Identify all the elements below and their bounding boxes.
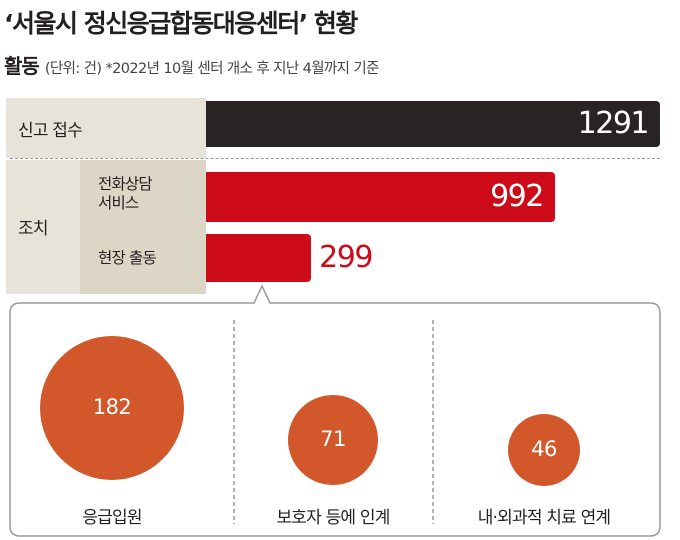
bubble-label-emergency-admission: 응급입원 bbox=[82, 508, 142, 528]
chart-subtitle: 활동 (단위: 건) *2022년 10월 센터 개소 후 지난 4월까지 기준 bbox=[4, 50, 380, 79]
label-action: 조치 bbox=[18, 219, 48, 239]
label-field: 현장 출동 bbox=[98, 249, 157, 267]
bubble-guardian-handover bbox=[288, 395, 378, 485]
bubble-label-guardian-handover: 보호자 등에 인계 bbox=[276, 508, 390, 528]
bubble-label-medical-linkage: 내·외과적 치료 연계 bbox=[477, 508, 611, 528]
bubble-value-medical-linkage: 46 bbox=[531, 437, 557, 461]
label-report: 신고 접수 bbox=[18, 121, 83, 141]
chart-title: ‘서울시 정신응급합동대응센터’ 현황 bbox=[4, 9, 358, 38]
subtitle-heading: 활동 bbox=[4, 54, 40, 78]
value-report: 1291 bbox=[577, 106, 650, 141]
label-panel-report bbox=[6, 98, 206, 158]
label-phone: 전화상담 서비스 bbox=[98, 175, 153, 213]
bubble-value-emergency-admission: 182 bbox=[92, 395, 132, 419]
label-phone-line2: 서비스 bbox=[98, 194, 139, 212]
value-field: 299 bbox=[319, 240, 373, 275]
label-phone-line1: 전화상담 bbox=[98, 175, 153, 193]
divider-dashed bbox=[10, 158, 660, 159]
bubble-value-guardian-handover: 71 bbox=[320, 427, 346, 451]
bar-phone bbox=[206, 172, 555, 222]
value-phone: 992 bbox=[490, 179, 544, 214]
subtitle-note: (단위: 건) *2022년 10월 센터 개소 후 지난 4월까지 기준 bbox=[44, 61, 380, 77]
bar-report bbox=[206, 101, 660, 147]
label-panel-action-inner bbox=[80, 160, 206, 294]
bubble-medical-linkage bbox=[507, 413, 581, 487]
bubble-emergency-admission bbox=[40, 336, 184, 480]
bar-field bbox=[206, 234, 312, 282]
